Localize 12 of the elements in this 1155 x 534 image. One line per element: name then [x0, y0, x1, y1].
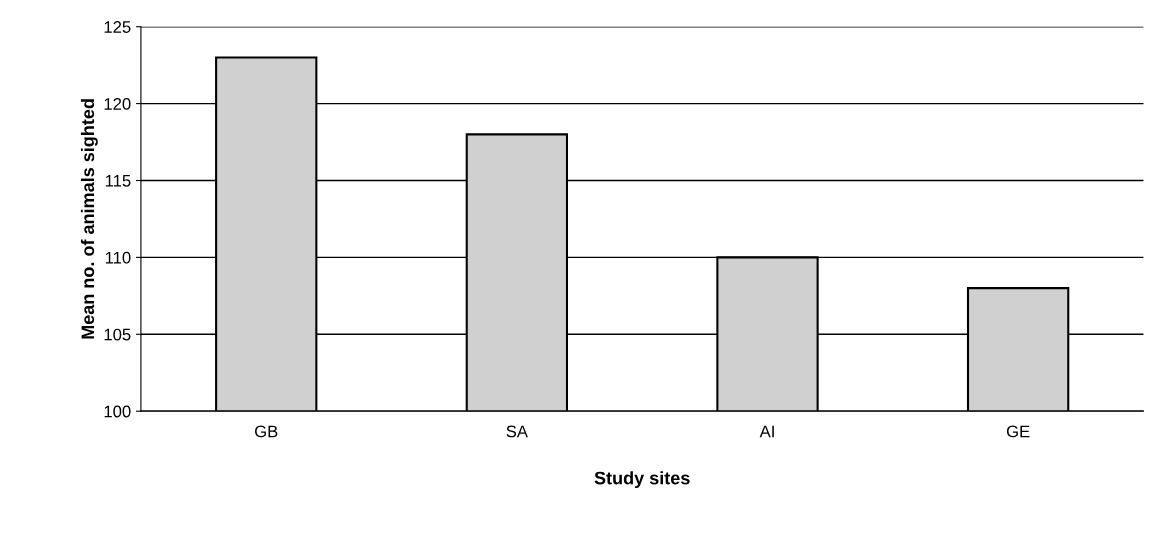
x-tick-label: GE: [1006, 425, 1030, 438]
y-axis-title: Mean no. of animals sighted: [80, 99, 98, 339]
x-tick-label: SA: [506, 425, 528, 438]
x-axis-title: Study sites: [594, 471, 690, 488]
y-tick-label: 110: [105, 251, 131, 264]
x-tick-label: GB: [255, 425, 278, 438]
y-tick-label: 120: [104, 98, 131, 110]
y-tick-label: 100: [104, 405, 131, 418]
y-tick-label: 125: [104, 21, 131, 33]
y-tick-label: 115: [105, 175, 131, 187]
x-tick-label: AI: [759, 425, 774, 438]
y-tick-label: 105: [104, 328, 131, 341]
